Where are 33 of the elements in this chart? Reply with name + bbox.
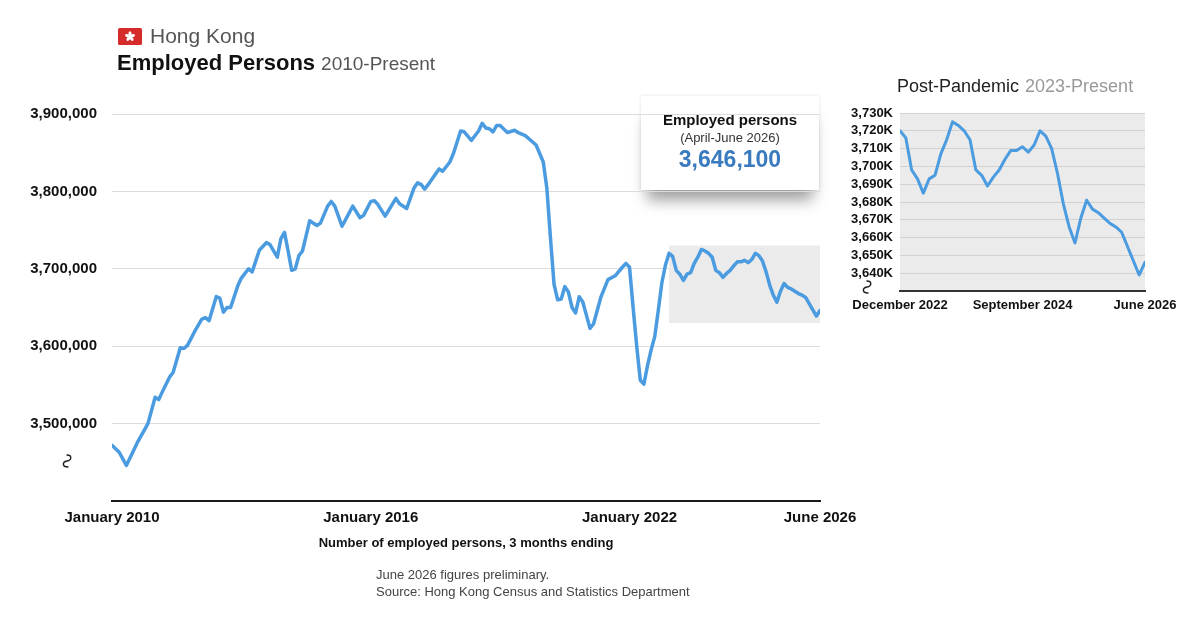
x-tick-label: December 2022	[852, 297, 948, 313]
y-tick-label: 3,600,000	[30, 336, 97, 354]
x-tick-label: June 2026	[1113, 297, 1177, 313]
y-tick-label: 3,700,000	[30, 258, 97, 276]
annotation: 3,646,100	[677, 146, 783, 173]
y-tick-label: 3,690K	[851, 175, 894, 191]
y-tick-label: 3,900,000	[30, 104, 97, 122]
chart-title: Post-Pandemic	[897, 76, 1020, 96]
x-tick-label: January 2022	[581, 508, 678, 526]
chart-title: Employed Persons	[117, 50, 316, 75]
source-note: Source: Hong Kong Census and Statistics Department	[376, 583, 690, 600]
y-tick-label: 3,710K	[851, 140, 894, 156]
x-tick-label: September 2024	[972, 297, 1074, 313]
y-tick-label: 3,670K	[851, 211, 894, 227]
y-tick-label: 3,660K	[851, 229, 894, 245]
chart-subtitle: 2010-Present	[321, 53, 436, 74]
text: Hong Kong	[150, 24, 256, 48]
y-tick-label: 3,500,000	[30, 413, 97, 431]
y-tick-label: 3,700K	[851, 157, 894, 173]
y-tick-label: 3,720K	[851, 122, 894, 138]
x-tick-label: June 2026	[783, 508, 857, 526]
y-tick-label: 3,680K	[851, 193, 894, 209]
y-tick-label: 3,650K	[851, 246, 894, 262]
x-axis-title: Number of employed persons, 3 months ending	[318, 534, 614, 550]
y-tick-label: 3,640K	[851, 264, 894, 280]
chart-subtitle: 2023-Present	[1025, 76, 1134, 96]
annotation: Employed persons	[661, 111, 799, 129]
annotation: (April-June 2026)	[679, 129, 781, 146]
text: June 2026 figures preliminary.	[376, 566, 551, 583]
x-tick-label: January 2016	[323, 508, 419, 526]
y-tick-label: 3,800,000	[30, 181, 97, 199]
y-tick-label: 3,730K	[851, 104, 894, 120]
x-tick-label: January 2010	[64, 508, 160, 526]
